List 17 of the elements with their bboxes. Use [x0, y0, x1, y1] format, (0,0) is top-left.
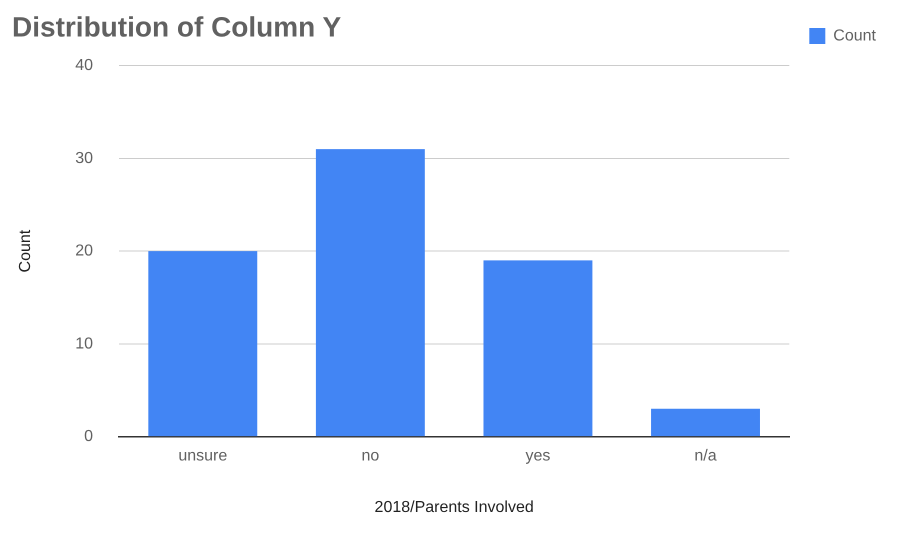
y-tick-label: 30 — [75, 150, 94, 167]
y-axis-title: Count — [17, 229, 34, 272]
legend-label: Count — [833, 27, 877, 44]
y-tick-label: 20 — [75, 242, 94, 260]
bar — [148, 251, 258, 436]
chart-title: Distribution of Column Y — [12, 12, 342, 43]
x-tick-label: unsure — [178, 448, 228, 465]
y-tick-label: 0 — [84, 428, 94, 446]
x-axis-title: 2018/Parents Involved — [374, 498, 534, 516]
y-tick-label: 10 — [75, 335, 94, 352]
x-tick-label: yes — [525, 448, 550, 465]
bar — [483, 260, 592, 436]
x-tick-label: no — [361, 448, 380, 465]
bar — [651, 408, 760, 436]
bar — [316, 149, 425, 436]
x-tick-label: n/a — [694, 448, 717, 465]
y-tick-label: 40 — [75, 57, 94, 74]
